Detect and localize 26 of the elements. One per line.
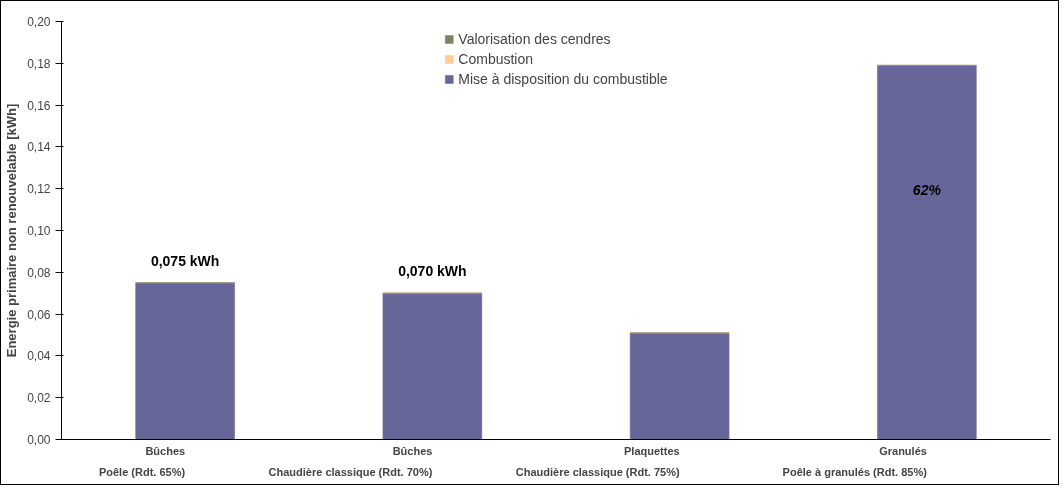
- bar: [382, 292, 483, 440]
- legend-label: Valorisation des cendres: [458, 31, 611, 47]
- bar: [877, 65, 977, 440]
- y-tick-label: 0,06: [27, 307, 51, 322]
- category-label: Plaquettes Chaudière classique (Rdt. 75%): [515, 444, 680, 478]
- data-label: 0,075 kWh: [150, 252, 220, 269]
- category-label: Bûches Chaudière classique (Rdt. 70%): [268, 444, 433, 478]
- y-tick-label: 0,04: [27, 349, 51, 364]
- y-tick-label: 0,08: [27, 265, 51, 280]
- y-tick-label: 0,18: [27, 56, 51, 71]
- annotation: 62%: [912, 182, 942, 199]
- legend-label: Combustion: [458, 51, 534, 67]
- category-label: Bûches Poêle (Rdt. 65%): [98, 444, 186, 478]
- y-tick-label: 0,00: [27, 433, 51, 447]
- y-tick-label: 0,10: [27, 224, 51, 238]
- legend-label: Mise à disposition du combustible: [458, 71, 668, 87]
- data-label: 0,070 kWh: [398, 263, 467, 280]
- category-label: Granulés Poêle à granulés (Rdt. 85%): [782, 444, 927, 478]
- y-tick-label: 0,14: [27, 140, 51, 155]
- y-tick-label: 0,02: [27, 391, 51, 406]
- bar: [629, 332, 730, 440]
- bar: [135, 282, 235, 440]
- y-tick-label: 0,20: [27, 15, 51, 29]
- y-tick-label: 0,12: [27, 182, 51, 197]
- y-axis-title: Energie primaire non renouvelable [kWh]: [4, 103, 20, 358]
- y-tick-label: 0,16: [27, 98, 51, 113]
